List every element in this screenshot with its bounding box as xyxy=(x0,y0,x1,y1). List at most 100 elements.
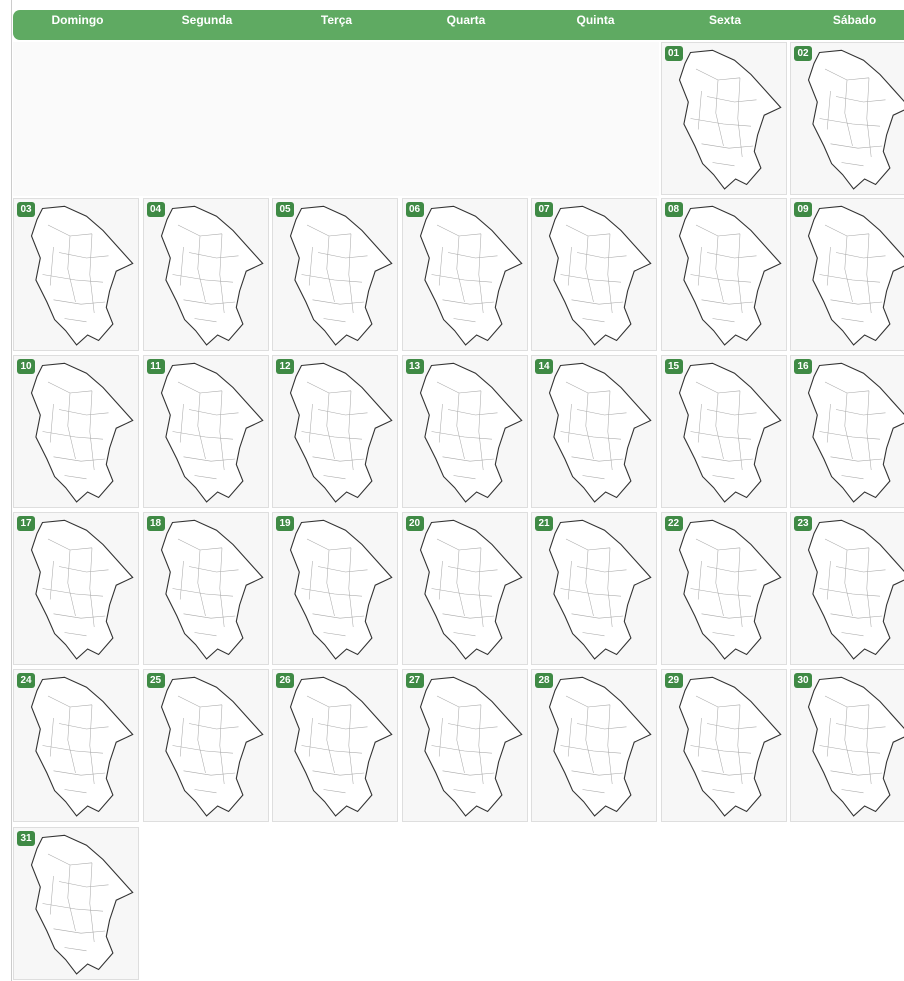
state-map xyxy=(807,49,904,190)
map-shape xyxy=(807,676,904,817)
day-number: 13 xyxy=(405,359,424,374)
map-shape xyxy=(560,695,627,794)
state-map xyxy=(30,519,134,660)
map-shape xyxy=(819,68,886,167)
weekday-label: Domingo xyxy=(51,13,104,27)
state-map xyxy=(419,205,523,346)
state-map xyxy=(160,676,264,817)
day-cell: 28 xyxy=(531,669,657,822)
state-map xyxy=(807,519,904,660)
map-shape xyxy=(301,224,368,323)
day-cell: 09 xyxy=(790,198,904,351)
state-map xyxy=(548,676,652,817)
map-shape xyxy=(678,49,782,190)
map-shape xyxy=(430,224,498,323)
map-shape xyxy=(819,538,886,637)
map-shape xyxy=(160,205,264,346)
map-shape xyxy=(689,695,757,794)
map-shape xyxy=(42,224,109,323)
day-number: 15 xyxy=(664,359,683,374)
map-shape xyxy=(689,381,757,480)
day-number: 10 xyxy=(17,359,35,374)
empty-row xyxy=(13,42,659,196)
state-map xyxy=(160,362,264,503)
day-number: 08 xyxy=(664,202,683,217)
day-number: 02 xyxy=(794,46,812,61)
map-shape xyxy=(289,519,393,660)
day-cell: 04 xyxy=(142,198,269,351)
map-shape xyxy=(419,362,523,503)
day-number: 05 xyxy=(276,202,294,217)
state-map xyxy=(548,362,652,503)
state-map xyxy=(678,205,782,346)
state-map xyxy=(289,362,393,503)
map-shape xyxy=(289,676,393,817)
state-map xyxy=(548,519,652,660)
map-shape xyxy=(171,538,239,637)
day-number: 09 xyxy=(794,202,812,217)
map-shape xyxy=(548,519,652,660)
day-number: 22 xyxy=(664,516,683,531)
map-shape xyxy=(30,519,134,660)
map-shape xyxy=(819,224,886,323)
day-number: 29 xyxy=(664,673,683,688)
divider xyxy=(11,0,12,981)
map-shape xyxy=(548,362,652,503)
state-map xyxy=(678,519,782,660)
day-number: 04 xyxy=(146,202,165,217)
map-shape xyxy=(171,224,239,323)
day-cell: 01 xyxy=(660,42,787,195)
day-cell: 18 xyxy=(142,512,269,665)
map-shape xyxy=(678,676,782,817)
state-map xyxy=(30,834,134,975)
day-cell: 22 xyxy=(660,512,787,665)
state-map xyxy=(160,519,264,660)
day-cell: 21 xyxy=(531,512,657,665)
map-shape xyxy=(560,538,627,637)
map-shape xyxy=(819,381,886,480)
map-shape xyxy=(548,205,652,346)
weekday-label: Quarta xyxy=(446,13,486,27)
state-map xyxy=(289,205,393,346)
state-map xyxy=(289,676,393,817)
map-shape xyxy=(678,205,782,346)
day-cell: 19 xyxy=(272,512,398,665)
map-shape xyxy=(419,519,523,660)
day-number: 14 xyxy=(535,359,553,374)
map-shape xyxy=(42,695,109,794)
map-shape xyxy=(30,676,134,817)
state-map xyxy=(30,362,134,503)
day-cell: 03 xyxy=(13,198,139,351)
map-shape xyxy=(30,362,134,503)
day-number: 21 xyxy=(535,516,553,531)
weekday-label: Sexta xyxy=(708,13,742,27)
map-shape xyxy=(430,538,498,637)
day-cell: 17 xyxy=(13,512,139,665)
day-cell: 20 xyxy=(401,512,528,665)
day-number: 11 xyxy=(146,359,165,374)
day-number: 31 xyxy=(17,831,35,846)
state-map xyxy=(548,205,652,346)
state-map xyxy=(807,676,904,817)
day-number: 27 xyxy=(405,673,424,688)
day-number: 25 xyxy=(146,673,165,688)
day-cell: 15 xyxy=(660,355,787,508)
day-number: 30 xyxy=(794,673,812,688)
day-cell: 05 xyxy=(272,198,398,351)
day-cell: 10 xyxy=(13,355,139,508)
day-number: 20 xyxy=(405,516,424,531)
map-shape xyxy=(560,224,627,323)
map-shape xyxy=(301,538,368,637)
map-shape xyxy=(42,538,109,637)
map-shape xyxy=(301,381,368,480)
map-shape xyxy=(171,695,239,794)
map-shape xyxy=(807,362,904,503)
map-shape xyxy=(560,381,627,480)
day-number: 03 xyxy=(17,202,35,217)
day-cell: 30 xyxy=(790,669,904,822)
map-shape xyxy=(689,68,757,167)
state-map xyxy=(419,676,523,817)
day-number: 19 xyxy=(276,516,294,531)
map-shape xyxy=(678,362,782,503)
state-map xyxy=(160,205,264,346)
